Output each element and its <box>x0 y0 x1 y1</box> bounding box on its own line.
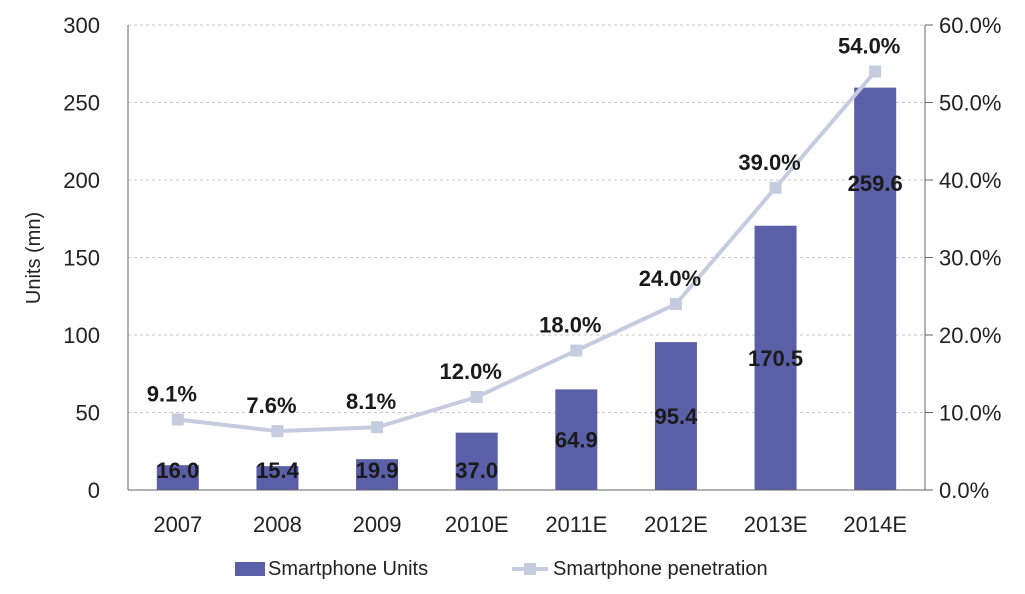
bar-value-label: 16.0 <box>156 458 199 483</box>
penetration-label: 7.6% <box>246 393 296 418</box>
legend: Smartphone Units Smartphone penetration <box>235 558 768 580</box>
x-tick-label: 2011E <box>545 512 607 537</box>
bar <box>754 225 797 490</box>
y-tick-label: 150 <box>63 246 100 271</box>
bar <box>455 432 498 490</box>
penetration-label: 39.0% <box>738 150 800 175</box>
legend-label-penetration: Smartphone penetration <box>553 558 768 580</box>
x-tick-label: 2010E <box>445 512 509 537</box>
y-tick-label: 200 <box>63 168 100 193</box>
bar-value-label: 19.9 <box>356 458 399 483</box>
y-tick-label: 100 <box>63 323 100 348</box>
penetration-line <box>177 70 877 434</box>
bar-value-label: 37.0 <box>455 458 498 483</box>
bar-value-label: 95.4 <box>655 404 699 429</box>
bar-value-label: 64.9 <box>555 428 598 453</box>
y2-tick-label: 50.0% <box>939 91 1001 116</box>
y-tick-label: 0 <box>88 478 100 503</box>
line-marker <box>570 344 583 357</box>
x-tick-label: 2009 <box>353 512 402 537</box>
x-tick-label: 2008 <box>253 512 302 537</box>
bar <box>555 389 598 490</box>
x-tick-label: 2013E <box>744 512 808 537</box>
y-tick-label: 50 <box>76 401 100 426</box>
bar-series <box>156 87 897 491</box>
penetration-label: 12.0% <box>439 359 501 384</box>
x-tick-label: 2007 <box>153 512 202 537</box>
bar-value-label: 15.4 <box>256 458 300 483</box>
axes: 0 50 100 150 200 250 300 0.0% 10.0% 20.0% 30.0% 40.… <box>63 13 1001 537</box>
penetration-label: 8.1% <box>346 389 396 414</box>
line-marker <box>769 181 782 194</box>
y2-tick-label: 60.0% <box>939 13 1001 38</box>
y-tick-label: 250 <box>63 91 100 116</box>
bar <box>654 342 697 490</box>
y2-tick-label: 10.0% <box>939 401 1001 426</box>
data-labels: 16.0 15.4 19.9 37.0 64.9 95.4 170.5 259.6 9.1% 7.… <box>147 34 903 484</box>
y-tick-label: 300 <box>63 13 100 38</box>
bar <box>356 459 399 490</box>
line-marker <box>869 65 882 78</box>
bar-value-label: 170.5 <box>748 346 803 371</box>
y-axis-label: Units (mn) <box>23 212 45 304</box>
bar <box>256 466 299 490</box>
line-marker <box>171 413 184 426</box>
line-marker <box>371 421 384 434</box>
line-series <box>171 65 882 438</box>
y2-tick-label: 0.0% <box>939 478 989 503</box>
penetration-label: 18.0% <box>539 313 601 338</box>
line-marker <box>470 391 483 403</box>
bar-value-label: 259.6 <box>848 171 903 196</box>
y2-tick-label: 20.0% <box>939 323 1001 348</box>
line-marker <box>669 298 682 310</box>
x-tick-label: 2014E <box>843 512 907 537</box>
line-marker <box>271 425 284 438</box>
legend-label-units: Smartphone Units <box>268 558 428 580</box>
penetration-label: 9.1% <box>147 381 197 406</box>
x-tick-label: 2012E <box>644 512 708 537</box>
legend-marker-penetration <box>524 563 536 575</box>
gridlines <box>128 24 925 413</box>
y2-tick-label: 40.0% <box>939 168 1001 193</box>
penetration-label: 54.0% <box>838 34 900 59</box>
legend-swatch-units <box>235 562 265 576</box>
penetration-label: 24.0% <box>639 266 701 291</box>
bar <box>156 465 199 490</box>
y2-tick-label: 30.0% <box>939 246 1001 271</box>
bar <box>854 87 897 491</box>
